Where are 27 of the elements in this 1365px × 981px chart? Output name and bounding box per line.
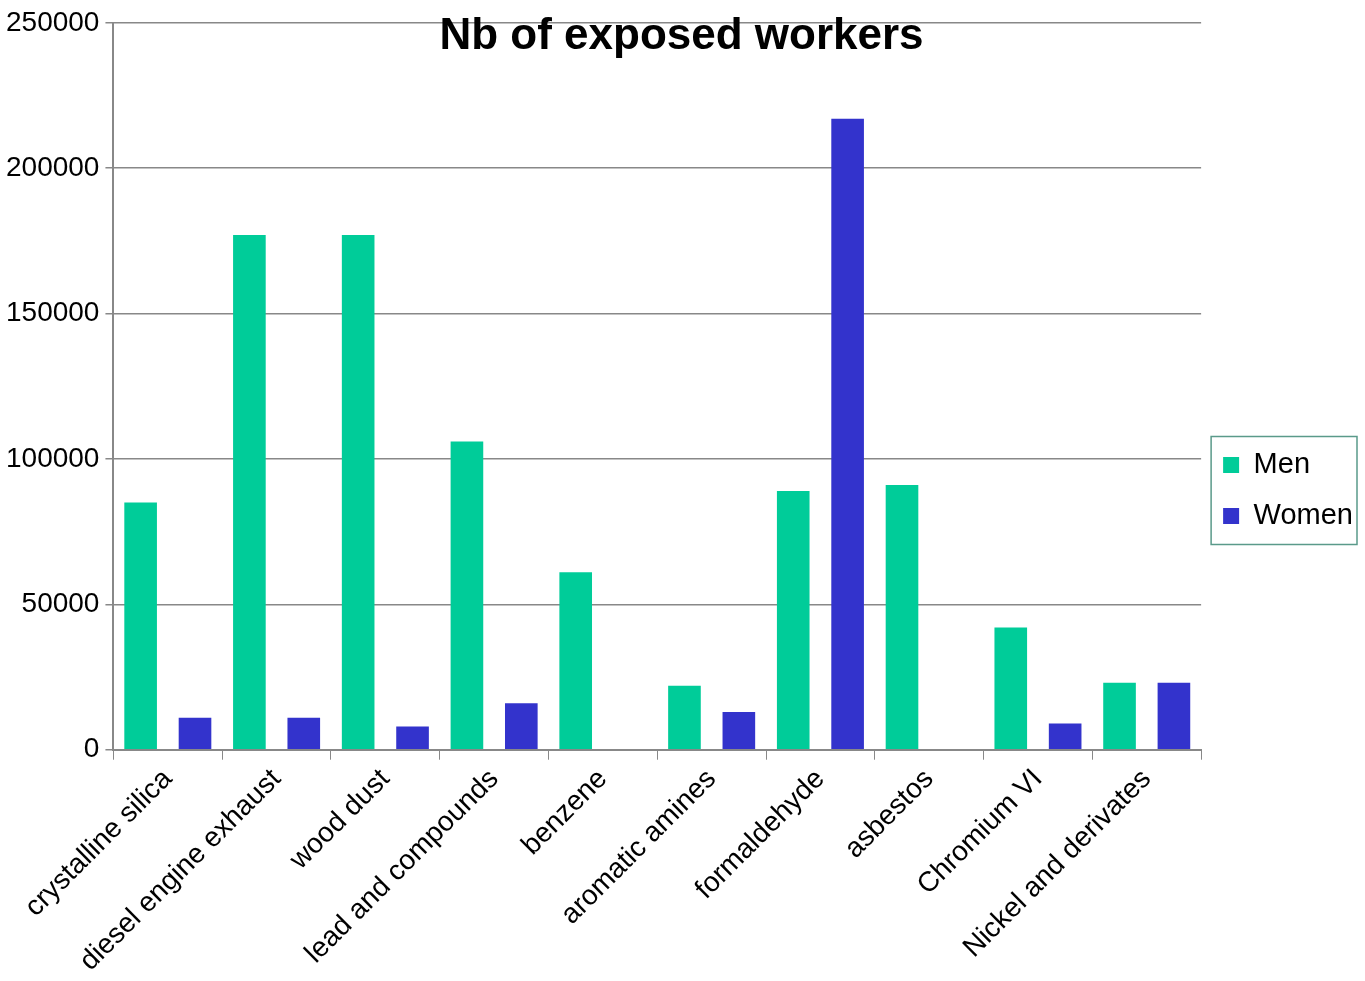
bar <box>885 485 919 749</box>
y-tick-label: 150000 <box>6 296 100 328</box>
legend-label: Women <box>1253 498 1353 530</box>
chart-title: Nb of exposed workers <box>439 8 924 58</box>
bar <box>776 490 810 749</box>
bar <box>178 717 212 749</box>
bar <box>124 502 157 749</box>
y-tick-label: 250000 <box>6 5 100 37</box>
bar <box>341 235 375 749</box>
bar <box>559 572 593 749</box>
bar <box>396 726 429 749</box>
y-tick-label: 50000 <box>21 587 100 619</box>
bar <box>450 441 484 749</box>
bar <box>233 235 266 749</box>
y-tick-label: 200000 <box>6 150 100 182</box>
bar <box>1157 682 1191 749</box>
bar <box>722 711 756 749</box>
y-tick-label: 100000 <box>6 441 100 473</box>
legend-label: Men <box>1253 447 1311 479</box>
bar <box>287 717 321 749</box>
bar <box>1103 682 1136 749</box>
bar <box>1048 723 1082 749</box>
bar <box>831 118 864 749</box>
bar <box>994 627 1028 749</box>
y-tick-label: 0 <box>83 732 100 764</box>
bar <box>505 703 538 749</box>
bar <box>668 685 701 749</box>
